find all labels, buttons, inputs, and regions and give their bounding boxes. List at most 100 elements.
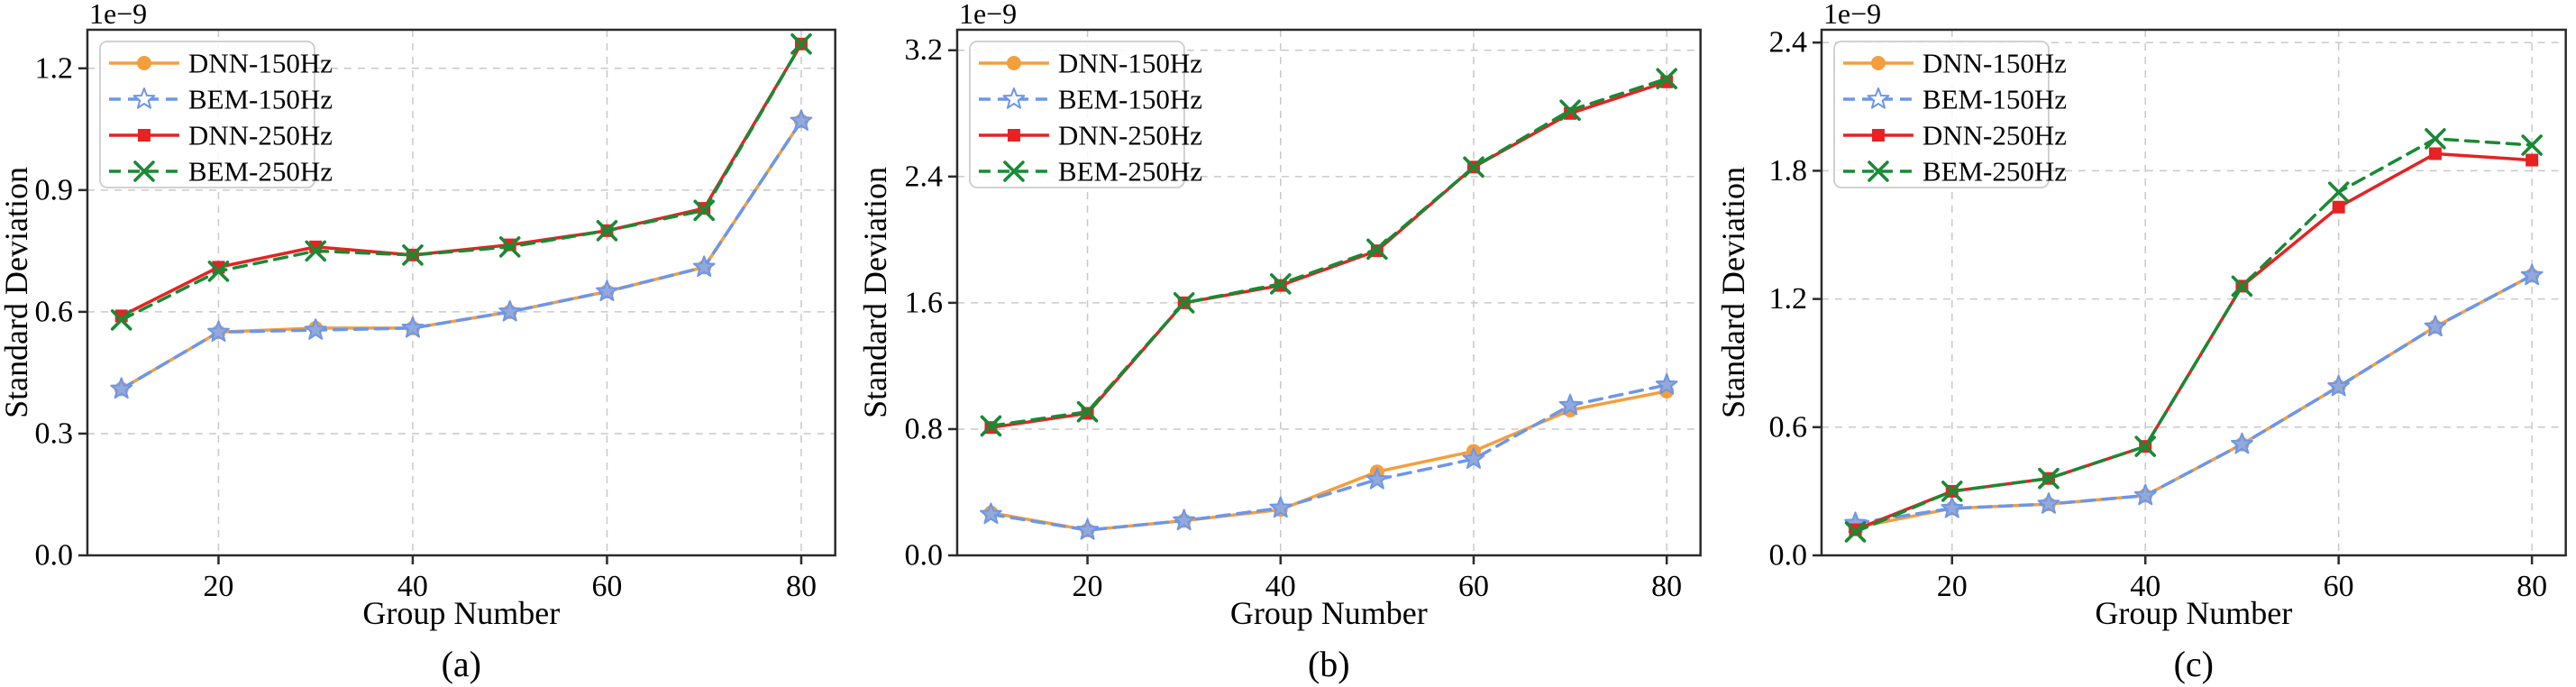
y-tick-label: 0.6: [34, 295, 72, 328]
legend-label: DNN-250Hz: [188, 119, 333, 151]
square-marker: [2526, 153, 2539, 167]
x-marker: [2521, 134, 2544, 156]
x-tick-label: 20: [1937, 570, 1968, 603]
legend-item-DNN-150Hz: DNN-150Hz: [978, 47, 1202, 79]
x-marker: [1558, 99, 1581, 122]
y-axis: 0.0 0.8 1.6 2.4 3.2 Standard Deviation: [859, 33, 957, 572]
square-marker: [1007, 129, 1020, 142]
star-marker: [979, 502, 1002, 525]
y-tick-label: 0.9: [34, 173, 72, 206]
star-marker: [2424, 315, 2447, 337]
x-marker: [1076, 400, 1099, 423]
x-marker: [2231, 275, 2253, 298]
star-marker: [110, 377, 133, 399]
chart-panel-a: 20 40 60 80 Group Number 0.0 0.3 0.6 0.9 1.2 Stand…: [0, 0, 859, 687]
y-tick-label: 1.2: [1769, 282, 1807, 316]
legend-label: DNN-250Hz: [1923, 119, 2067, 151]
x-tick-label: 60: [1458, 570, 1489, 603]
x-marker: [1173, 292, 1195, 314]
star-marker: [1655, 372, 1678, 395]
legend: DNN-150Hz BEM-150Hz DNN-250Hz BEM-250Hz: [99, 41, 333, 188]
star-marker: [1558, 393, 1582, 416]
y-tick-label: 0.8: [904, 412, 942, 445]
legend: DNN-150Hz BEM-150Hz DNN-250Hz BEM-250Hz: [968, 41, 1202, 188]
series-line-BEM-250Hz: [1854, 137, 2535, 534]
series-BEM-150Hz: [110, 109, 813, 399]
series-line-BEM-250Hz: [989, 77, 1668, 428]
legend-item-DNN-250Hz: DNN-250Hz: [1843, 119, 2067, 151]
star-marker: [1075, 518, 1099, 540]
star-marker: [498, 299, 522, 322]
x-marker: [207, 261, 230, 282]
square-marker: [2332, 200, 2345, 214]
y-axis-offset-text: 1e−9: [1823, 0, 1881, 30]
star-marker: [790, 109, 813, 131]
x-marker: [2038, 467, 2060, 490]
axes-spines: [86, 28, 836, 557]
y-tick-label: 1.6: [904, 286, 942, 319]
series-line-BEM-150Hz: [1854, 273, 2535, 526]
x-tick-label: 80: [2517, 570, 2547, 603]
star-marker: [1002, 87, 1025, 109]
legend-label: BEM-150Hz: [188, 83, 333, 114]
chart-panel-b: 20 40 60 80 Group Number 0.0 0.8 1.6 2.4 3.2 Stand…: [858, 0, 1718, 687]
y-axis-label: Standard Deviation: [859, 167, 893, 418]
x-marker: [498, 236, 521, 258]
legend-box: [1833, 41, 2051, 188]
y-tick-label: 0.0: [1769, 538, 1807, 572]
legend-item-DNN-150Hz: DNN-150Hz: [1843, 47, 2067, 79]
legend-label: BEM-250Hz: [188, 155, 333, 187]
y-axis: 0.0 0.3 0.6 0.9 1.2 Standard Deviation: [0, 51, 87, 572]
x-axis-label: Group Number: [1230, 595, 1428, 631]
x-marker: [1941, 481, 1963, 502]
legend-item-DNN-150Hz: DNN-150Hz: [108, 47, 333, 79]
x-axis: 20 40 60 80 Group Number: [203, 555, 817, 631]
circle-marker: [1006, 56, 1021, 70]
legend-label: DNN-250Hz: [1058, 119, 1202, 151]
square-marker: [1872, 129, 1886, 142]
legend-item-BEM-250Hz: BEM-250Hz: [108, 155, 333, 188]
legend-item-DNN-250Hz: DNN-250Hz: [978, 119, 1202, 151]
chart-caption: (b): [1308, 644, 1350, 684]
star-marker: [596, 279, 618, 302]
y-tick-label: 1.8: [1769, 154, 1807, 188]
y-tick-label: 2.4: [904, 160, 942, 193]
x-marker: [1462, 156, 1484, 179]
chart-a-canvas: 20 40 60 80 Group Number 0.0 0.3 0.6 0.9 1.2 Stand…: [0, 0, 859, 687]
x-tick-label: 40: [2131, 570, 2161, 603]
y-axis-label: Standard Deviation: [1717, 167, 1751, 418]
star-marker: [2134, 483, 2157, 506]
y-tick-label: 0.3: [34, 417, 72, 450]
legend-label: DNN-150Hz: [1058, 47, 1202, 78]
y-axis-offset-text: 1e−9: [89, 0, 147, 30]
x-axis-label: Group Number: [2096, 595, 2293, 631]
star-marker: [2231, 432, 2254, 454]
x-marker: [1002, 160, 1025, 182]
square-marker: [2429, 147, 2443, 160]
x-marker: [790, 32, 812, 55]
x-axis: 20 40 60 80 Group Number: [1937, 555, 2547, 631]
x-tick-label: 20: [203, 570, 233, 603]
star-marker: [1269, 496, 1292, 518]
y-tick-label: 2.4: [1769, 26, 1807, 60]
star-marker: [2327, 374, 2351, 397]
y-tick-label: 3.2: [904, 33, 942, 67]
x-marker: [1366, 238, 1388, 261]
x-axis-label: Group Number: [362, 595, 560, 631]
legend-label: BEM-150Hz: [1058, 83, 1202, 114]
axes-spines: [1821, 28, 2568, 557]
x-marker: [596, 220, 618, 242]
x-tick-label: 20: [1072, 570, 1102, 603]
series-line-DNN-250Hz: [989, 80, 1668, 429]
x-tick-label: 40: [1265, 570, 1295, 603]
series-line-BEM-150Hz: [119, 119, 803, 391]
legend-label: DNN-150Hz: [1923, 47, 2067, 78]
series-BEM-250Hz: [980, 68, 1677, 437]
circle-marker: [136, 56, 151, 70]
legend: DNN-150Hz BEM-150Hz DNN-250Hz BEM-250Hz: [1833, 41, 2067, 188]
x-tick-label: 60: [591, 570, 622, 603]
circle-marker: [1871, 56, 1886, 70]
x-marker: [980, 415, 1001, 437]
series-BEM-150Hz: [979, 372, 1678, 540]
